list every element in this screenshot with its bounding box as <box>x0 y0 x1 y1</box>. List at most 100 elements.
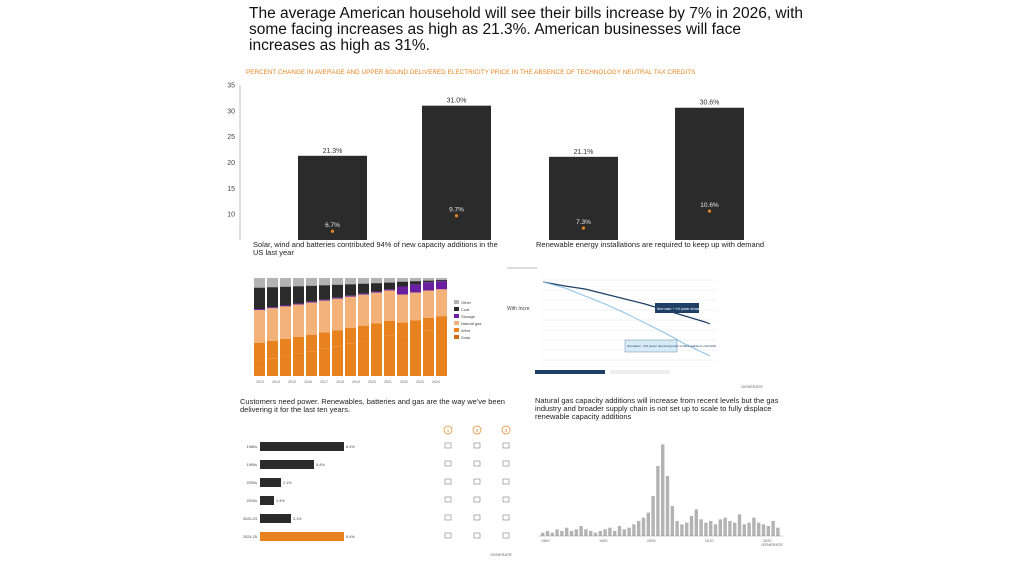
column-number-badge <box>501 425 511 435</box>
annotation-new-case-box <box>655 303 699 313</box>
gas-bar <box>584 529 588 536</box>
growth-category-label: 2000s <box>247 481 257 485</box>
gas-bar <box>737 514 742 536</box>
capacity-segment <box>410 284 421 293</box>
gas-bar <box>694 509 698 536</box>
reserve-legend-swatch <box>610 370 670 374</box>
growth-bar-label: 3.1% <box>293 517 302 521</box>
capacity-segment <box>397 322 408 337</box>
gas-bar <box>589 531 593 536</box>
technology-icon <box>444 496 452 503</box>
main-bar <box>422 105 491 241</box>
growth-bar-label: 8.4% <box>346 445 355 449</box>
capacity-segment <box>332 284 343 298</box>
technology-icon <box>502 496 510 503</box>
capacity-segment <box>306 351 317 376</box>
capacity-segment <box>397 294 408 323</box>
column-number: 3 <box>505 428 508 433</box>
capacity-legend-swatch <box>454 335 459 339</box>
growth-bar-label: 8.4% <box>346 535 355 539</box>
capacity-segment <box>358 278 369 284</box>
capacity-segment <box>397 336 408 376</box>
capacity-segment <box>423 290 434 318</box>
capacity-x-tick: 2019 <box>352 380 360 384</box>
capacity-segment <box>423 278 434 281</box>
growth-bar <box>260 532 344 541</box>
main-bar-label: 21.1% <box>574 149 594 156</box>
gas-x-tick: 2020 <box>763 539 771 543</box>
capacity-legend-swatch <box>454 328 459 332</box>
capacity-legend-label: Natural gas <box>461 321 481 326</box>
main-point <box>581 226 586 230</box>
capacity-segment <box>410 281 421 285</box>
capacity-segment <box>358 325 369 342</box>
capacity-segment <box>436 328 447 376</box>
capacity-segment <box>358 283 369 294</box>
technology-icon <box>502 478 510 485</box>
gas-bar <box>555 529 559 536</box>
capacity-legend-swatch <box>454 314 459 318</box>
capacity-segment <box>436 278 447 281</box>
gas-bar <box>632 524 636 536</box>
gas-bar <box>733 522 737 536</box>
technology-icon <box>473 496 481 503</box>
annotation-new-case: New case: + x% power demand growth <box>657 307 713 311</box>
gas-bar <box>680 524 684 536</box>
capacity-segment <box>371 278 382 284</box>
main-bar <box>298 155 367 240</box>
capacity-segment <box>306 278 317 286</box>
annotation-simulation-box <box>624 339 678 353</box>
gas-bar <box>651 496 655 536</box>
capacity-segment <box>280 338 291 356</box>
main-bar-label: 31.0% <box>447 98 467 105</box>
technology-icon <box>473 532 481 539</box>
capacity-x-tick: 2017 <box>320 380 328 384</box>
reserve-line-new-case <box>542 281 711 325</box>
gas-bar <box>752 517 756 536</box>
capacity-segment <box>410 278 421 282</box>
capacity-x-tick: 2021 <box>384 380 392 384</box>
main-bar <box>675 107 744 240</box>
gas-bar <box>656 466 660 536</box>
growth-category-label: 2010s <box>247 499 257 503</box>
capacity-segment <box>293 286 304 304</box>
capacity-segment <box>306 334 317 352</box>
main-point-label: 9.7% <box>449 207 464 214</box>
main-y-tick-label: 25 <box>227 134 235 141</box>
main-bar-label: 21.3% <box>323 148 343 155</box>
gas-bar <box>723 517 727 536</box>
gas-bar <box>545 531 550 536</box>
capacity-segment <box>384 282 395 290</box>
gas-bar <box>776 527 780 536</box>
gas-bar <box>550 532 554 536</box>
capacity-segment <box>293 304 304 337</box>
gas-bar <box>713 524 718 536</box>
capacity-segment <box>332 346 343 376</box>
annotation-simulation: Simulation - 0% power demand growth w/ R… <box>627 344 716 348</box>
capacity-legend-swatch <box>454 307 459 311</box>
gas-bar <box>646 512 650 536</box>
gas-bar <box>685 522 689 536</box>
technology-icon <box>444 514 452 521</box>
technology-icon <box>502 460 510 467</box>
capacity-segment <box>371 292 382 324</box>
capacity-panel-title: Solar, wind and batteries contributed 94… <box>253 240 498 257</box>
capacity-segment <box>280 305 291 307</box>
gas-bar <box>569 531 574 536</box>
capacity-segment <box>306 301 317 303</box>
technology-icon <box>502 442 510 449</box>
capacity-segment <box>254 343 265 361</box>
main-point <box>330 229 335 233</box>
capacity-segment <box>332 278 343 285</box>
capacity-segment <box>358 341 369 376</box>
capacity-segment <box>293 353 304 376</box>
capacity-x-tick: 2024 <box>432 380 440 384</box>
gas-bar <box>742 524 746 536</box>
growth-panel-title: Customers need power. Renewables, batter… <box>240 397 505 414</box>
gas-x-tick: 2010 <box>705 539 713 543</box>
gas-bar <box>579 526 583 536</box>
capacity-legend-label: Wind <box>461 328 470 333</box>
capacity-segment <box>345 278 356 285</box>
reserve-legend-swatch <box>535 370 605 374</box>
reserve-line-chart: With Incre New case: + x% power demand g… <box>507 267 763 389</box>
